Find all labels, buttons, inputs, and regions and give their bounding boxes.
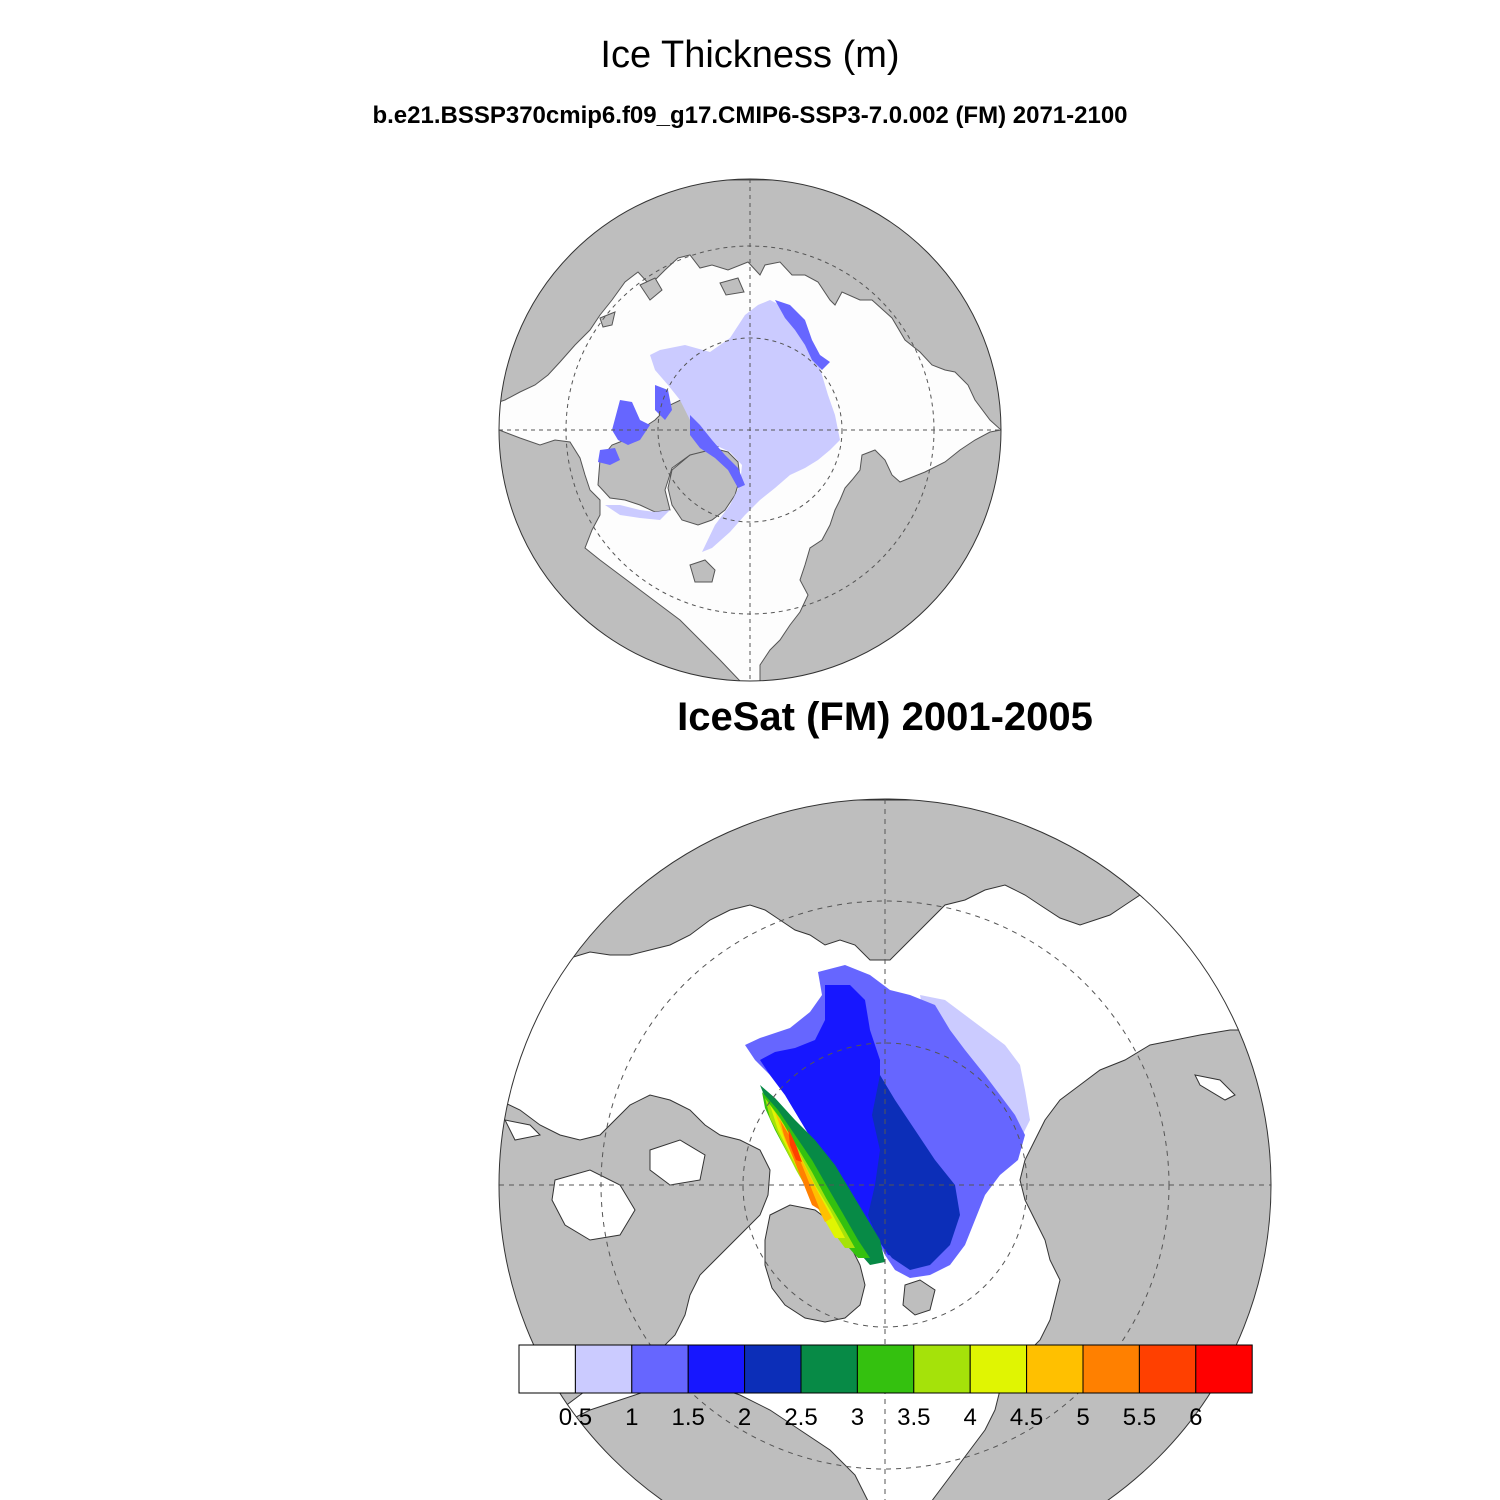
icesat-ice-55to6	[788, 1128, 802, 1162]
colorbar-tick-label: 3	[850, 1404, 865, 1431]
colorbar-box	[800, 1344, 858, 1394]
icesat-lake-4	[504, 1119, 542, 1141]
model-land-islands-3	[719, 277, 745, 296]
colorbar-tick-label: 5.5	[1122, 1404, 1157, 1431]
model-ice-thin-2	[605, 505, 670, 520]
colorbar-box	[913, 1344, 971, 1394]
icesat-polar-map	[498, 798, 1272, 1500]
icesat-lake-2	[649, 1139, 706, 1186]
icesat-land-alaska	[499, 1384, 881, 1500]
colorbar-box	[744, 1344, 802, 1394]
model-land-islands-1	[639, 277, 663, 301]
model-ice-medium-2	[690, 415, 745, 488]
colorbar-tick-label: 1	[625, 1404, 639, 1431]
icesat-land-svalbard	[902, 1279, 936, 1316]
colorbar-tick-label: 4.5	[1009, 1404, 1044, 1431]
colorbar-tick-label: 2.5	[784, 1404, 818, 1431]
model-ice-medium-5	[655, 385, 672, 420]
colorbar-tick-label: 3.5	[897, 1404, 931, 1431]
panel2-title: IceSat (FM) 2001-2005	[677, 695, 1093, 739]
panel1-title: b.e21.BSSP370cmip6.f09_g17.CMIP6-SSP3-7.…	[372, 102, 1128, 129]
colorbar-box	[1082, 1344, 1140, 1394]
model-ice-medium-3	[612, 400, 650, 445]
colorbar-tick-label: 6	[1189, 1404, 1203, 1431]
colorbar-tick-label: 1.5	[671, 1404, 705, 1431]
icesat-map-border	[498, 798, 1272, 1500]
colorbar	[518, 1344, 1253, 1394]
colorbar-box	[856, 1344, 915, 1394]
model-ice-thin	[650, 300, 840, 552]
figure-title: Ice Thickness (m)	[600, 34, 900, 76]
icesat-lake-1	[551, 1169, 636, 1241]
colorbar-tick-label: 2	[737, 1404, 752, 1431]
colorbar-box	[574, 1344, 633, 1394]
model-map-border	[498, 178, 1002, 682]
colorbar-tick-label: 5	[1076, 1404, 1090, 1431]
colorbar-box	[1195, 1344, 1253, 1394]
colorbar-box	[518, 1344, 576, 1394]
colorbar-box	[969, 1344, 1028, 1394]
icesat-lake-3	[1194, 1074, 1236, 1101]
model-ice-medium-1	[775, 300, 830, 370]
model-land-islands-2	[599, 311, 616, 328]
colorbar-tick-label: 0.5	[558, 1404, 593, 1431]
icesat-graticule	[499, 799, 1271, 1500]
colorbar-box	[1026, 1344, 1084, 1394]
colorbar-box	[687, 1344, 746, 1394]
model-land-svalbard	[689, 559, 716, 583]
model-graticule	[499, 179, 1001, 681]
model-ice-medium-4	[598, 448, 620, 465]
model-land-eurasia	[499, 179, 1001, 432]
model-polar-map	[498, 178, 1002, 682]
colorbar-tick-label: 4	[963, 1404, 977, 1431]
colorbar-box	[1138, 1344, 1197, 1394]
colorbar-box	[631, 1344, 689, 1394]
icesat-ice-2to25	[868, 1075, 960, 1270]
